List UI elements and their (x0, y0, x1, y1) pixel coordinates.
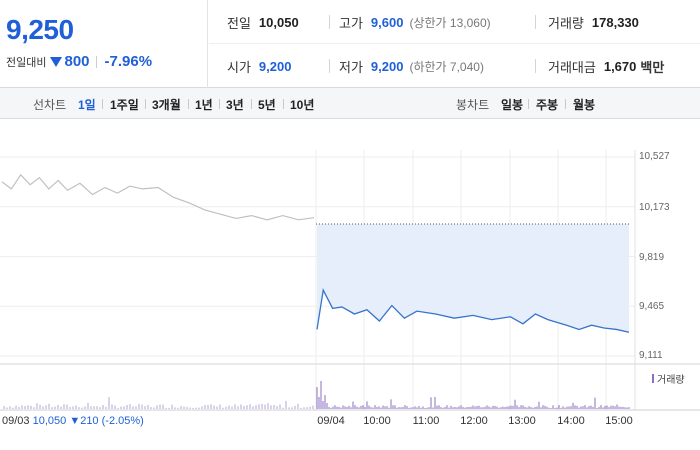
divider (145, 99, 146, 109)
volume-value: 178,330 (591, 14, 639, 30)
line-chart-title: 선차트 (33, 98, 67, 112)
y-tick: 10,527 (639, 151, 670, 162)
divider (251, 99, 252, 109)
divider (329, 15, 330, 29)
divider (219, 99, 220, 109)
prev-day-info: 09/03 10,050 ▼210 (-2.05%) (2, 415, 144, 427)
candle-chart-title: 봉차트 (456, 98, 490, 112)
today-series (316, 288, 630, 333)
divider (535, 59, 536, 73)
divider (565, 99, 566, 109)
low-value: 9,200 (370, 58, 404, 74)
stats-table: 전일 10,050 고가 9,600 (상한가 13,060) 거래량 178,… (209, 0, 700, 88)
trade-amount-unit: 백만 (640, 59, 665, 75)
open-cell: 시가 9,200 (227, 44, 291, 88)
y-tick: 10,173 (639, 202, 670, 213)
open-value: 9,200 (258, 58, 292, 74)
lower-limit: (하한가 7,040) (409, 59, 484, 74)
change-row: 전일대비 800 -7.96% (6, 53, 152, 70)
x-tick: 15:00 (605, 415, 633, 427)
stats-row-2: 시가 9,200 저가 9,200 (하한가 7,040) 거래대금 1,670… (209, 44, 700, 88)
volume-legend-label: 거래량 (657, 375, 685, 386)
prev-close-cell: 전일 10,050 (227, 0, 299, 44)
low-label: 저가 (339, 59, 363, 75)
y-tick: 9,819 (639, 252, 665, 263)
trade-amount-label: 거래대금 (548, 59, 596, 75)
down-triangle-icon (50, 56, 63, 67)
high-label: 고가 (339, 15, 363, 31)
prev-day-date: 09/03 (2, 415, 30, 427)
divider (188, 99, 189, 109)
high-cell: 고가 9,600 (상한가 13,060) (339, 0, 491, 44)
x-tick: 09/04 (317, 415, 345, 427)
tab-monthly-candle[interactable]: 월봉 (573, 98, 596, 112)
volume-label: 거래량 (548, 15, 584, 31)
period-tab-bar: 선차트 1일 1주일 3개월 1년 3년 5년 10년 봉차트 일봉 주봉 월봉 (0, 88, 700, 119)
x-tick: 11:00 (412, 415, 440, 427)
prev-day-change: ▼210 (69, 415, 99, 427)
tab-1year[interactable]: 1년 (195, 98, 213, 112)
high-value: 9,600 (370, 14, 404, 30)
trade-amount-cell: 거래대금 1,670 백만 (548, 44, 664, 88)
change-label: 전일대비 (6, 56, 47, 69)
stock-summary: 9,250 전일대비 800 -7.96% 전일 10,050 고가 9,600… (0, 0, 700, 88)
tab-10year[interactable]: 10년 (290, 98, 315, 112)
divider (535, 15, 536, 29)
x-tick: 14:00 (557, 415, 585, 427)
y-tick: 9,465 (639, 301, 665, 312)
volume-cell: 거래량 178,330 (548, 0, 639, 44)
x-tick: 10:00 (363, 415, 391, 427)
y-tick: 9,111 (639, 350, 663, 361)
today-fill-area (317, 224, 629, 333)
divider (283, 99, 284, 109)
divider (95, 55, 97, 68)
volume-legend: 거래량 (652, 371, 685, 386)
change-amount: 800 (64, 53, 90, 70)
prev-day-price: 10,050 (32, 415, 67, 427)
divider (528, 99, 529, 109)
prev-close-label: 전일 (227, 15, 251, 31)
divider (329, 59, 330, 73)
prev-day-change-pct: (-2.05%) (101, 415, 144, 427)
upper-limit: (상한가 13,060) (409, 15, 491, 30)
tab-1week[interactable]: 1주일 (110, 98, 139, 112)
tab-3year[interactable]: 3년 (226, 98, 244, 112)
tab-3month[interactable]: 3개월 (152, 98, 181, 112)
volume-swatch (652, 374, 654, 383)
prev-day-series (1, 173, 315, 221)
tab-daily-candle[interactable]: 일봉 (501, 98, 524, 112)
tab-1day[interactable]: 1일 (78, 98, 96, 112)
prev-close-value: 10,050 (258, 14, 299, 30)
current-price: 9,250 (6, 14, 74, 45)
tab-weekly-candle[interactable]: 주봉 (536, 98, 559, 112)
x-tick: 12:00 (460, 415, 488, 427)
open-label: 시가 (227, 59, 251, 75)
divider (102, 99, 103, 109)
x-tick: 13:00 (508, 415, 536, 427)
change-percent: -7.96% (104, 53, 153, 70)
chart-canvas (0, 150, 700, 411)
tab-5year[interactable]: 5년 (258, 98, 276, 112)
low-cell: 저가 9,200 (하한가 7,040) (339, 44, 484, 88)
stats-row-1: 전일 10,050 고가 9,600 (상한가 13,060) 거래량 178,… (209, 0, 700, 44)
price-box: 9,250 전일대비 800 -7.96% (0, 0, 208, 88)
trade-amount-value: 1,670 (603, 58, 637, 74)
price-chart: 10,527 10,173 9,819 9,465 9,111 거래량 09/0… (0, 120, 700, 450)
